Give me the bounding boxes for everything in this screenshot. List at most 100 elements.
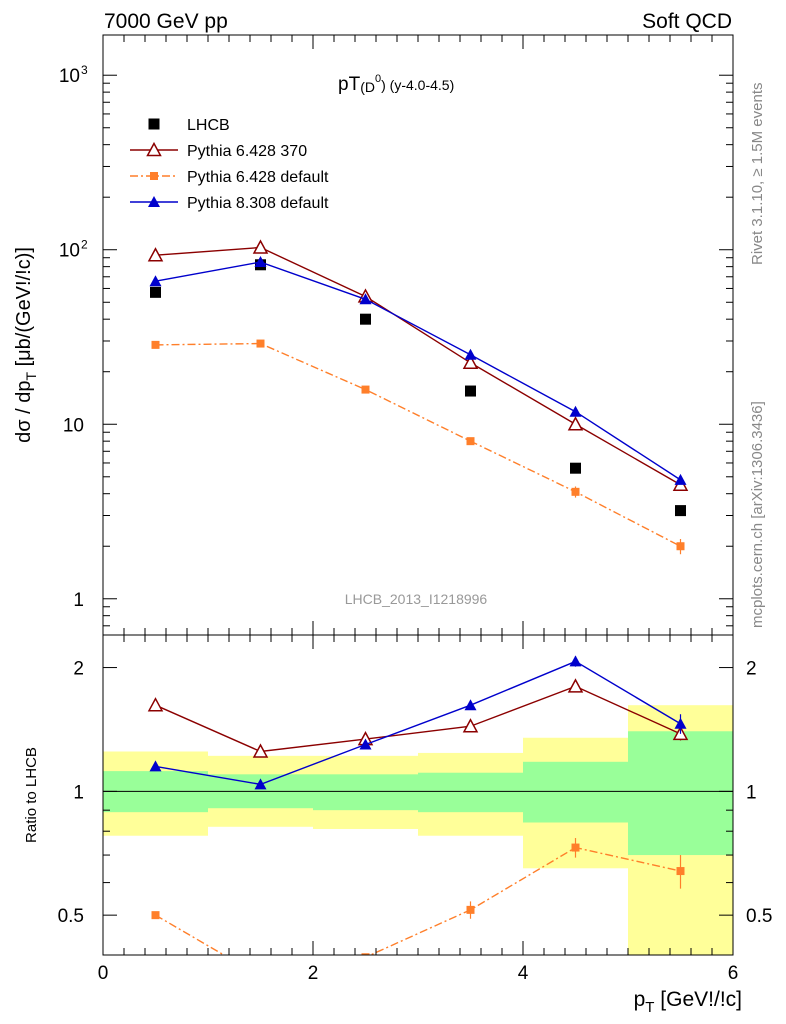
ratio-y-tick-label: 1 — [73, 782, 84, 803]
y-tick-label: 10 — [59, 66, 80, 87]
legend-item: LHCB — [148, 117, 230, 134]
legend: LHCB Pythia 6.428 370 Pythia 6.428 default… — [130, 117, 329, 212]
data-point — [151, 340, 160, 349]
ratio-y-tick-label: 0.5 — [58, 906, 84, 927]
legend-label: Pythia 8.308 default — [187, 195, 329, 212]
data-point — [466, 437, 475, 446]
legend-label: Pythia 6.428 370 — [187, 143, 307, 160]
main-title-close: ) — [381, 77, 386, 93]
x-tick-label: 2 — [308, 963, 319, 984]
series-pythia-6-428-default — [151, 838, 685, 980]
data-point — [464, 348, 477, 360]
legend-item: Pythia 6.428 default — [130, 169, 329, 186]
series-pythia-6-428-370 — [147, 239, 689, 492]
x-axis-label-tail: [GeV!/!c] — [654, 988, 742, 1011]
main-title: pT(D0) (y-4.0-4.5) — [338, 73, 454, 95]
stat-uncertainty-band — [628, 731, 733, 856]
x-axis-label-main: p — [634, 988, 646, 1011]
main-title-sup: 0 — [375, 73, 381, 85]
series-line — [155, 246, 681, 486]
main-y-axis-label: dσ / dpT [μb/(GeV!/!c)] — [13, 247, 39, 443]
data-point — [151, 911, 160, 920]
main-title-sub: (D — [360, 79, 375, 95]
series-lhcb — [150, 259, 686, 517]
series-line — [155, 660, 681, 786]
ratio-y-tick-label-right: 0.5 — [746, 906, 772, 927]
data-point — [570, 462, 581, 474]
data-point — [254, 256, 267, 268]
ratio-panel: 0.5 0.5 1 1 2 2 0 2 4 6 — [58, 634, 772, 984]
series-pythia-6-428-default — [151, 339, 685, 555]
uncertainty-bands — [103, 705, 733, 955]
data-point — [149, 760, 162, 772]
data-point — [359, 738, 372, 750]
data-point — [674, 473, 687, 485]
x-tick-label: 4 — [518, 963, 529, 984]
series-pythia-8-308-default — [149, 256, 687, 485]
stat-uncertainty-band — [313, 774, 418, 811]
watermark: LHCB_2013_I1218996 — [345, 591, 488, 607]
data-point — [252, 239, 269, 254]
data-point — [569, 655, 582, 667]
data-point — [252, 743, 269, 758]
series-line — [155, 846, 681, 955]
y-tick-label: 1 — [73, 590, 84, 611]
data-point — [675, 505, 686, 517]
legend-item: Pythia 6.428 370 — [130, 141, 307, 160]
data-point — [257, 972, 265, 980]
legend-label: LHCB — [187, 117, 230, 134]
data-point — [147, 247, 164, 262]
main-y-axis-label-sub: T — [23, 372, 39, 381]
stat-uncertainty-band — [523, 761, 628, 823]
main-y-axis-label-tail: [μb/(GeV!/!c)] — [13, 247, 35, 372]
y-tick-label-exponent: 3 — [81, 63, 88, 77]
data-point — [567, 678, 584, 693]
series-line — [155, 342, 681, 547]
legend-marker — [148, 196, 160, 207]
data-point — [256, 339, 265, 348]
y-tick-label: 10 — [59, 241, 80, 262]
series-line — [155, 261, 681, 481]
legend-marker — [150, 172, 158, 180]
data-point — [567, 416, 584, 431]
stat-uncertainty-band — [418, 772, 523, 813]
main-title-tail: (y-4.0-4.5) — [386, 77, 454, 93]
series-pythia-8-308-default — [149, 655, 687, 790]
y-tick-label: 10 — [63, 415, 84, 436]
data-point — [571, 487, 580, 496]
legend-item: Pythia 8.308 default — [130, 195, 329, 212]
data-point — [676, 867, 685, 876]
data-point — [571, 843, 580, 852]
data-point — [464, 699, 477, 711]
series-line — [155, 685, 681, 753]
main-title-main: pT — [338, 74, 361, 95]
x-tick-label: 0 — [98, 963, 109, 984]
legend-label: Pythia 6.428 default — [187, 169, 329, 186]
data-point — [149, 275, 162, 287]
data-point — [466, 905, 475, 914]
main-y-axis-label-main: dσ / dp — [13, 381, 35, 443]
data-point — [361, 385, 370, 394]
header-right: Soft QCD — [642, 10, 732, 33]
data-point — [150, 286, 161, 298]
x-axis-label: pT [GeV!/!c] — [634, 988, 742, 1016]
data-point — [462, 354, 479, 370]
data-point — [569, 405, 582, 417]
data-point — [361, 953, 370, 955]
x-axis-label-sub: T — [645, 999, 654, 1016]
ratio-y-tick-label-right: 2 — [746, 659, 757, 680]
data-point — [359, 293, 372, 305]
y-tick-label-exponent: 2 — [81, 238, 88, 252]
legend-marker — [148, 118, 160, 130]
data-point — [254, 778, 267, 790]
ratio-y-axis-label: Ratio to LHCB — [23, 747, 40, 843]
header-left: 7000 GeV pp — [104, 10, 228, 33]
legend-marker — [146, 141, 162, 157]
source-label: mcplots.cern.ch [arXiv:1306.3436] — [749, 401, 766, 628]
ratio-y-tick-label-right: 1 — [746, 782, 757, 803]
data-point — [462, 718, 479, 733]
data-point — [465, 385, 476, 397]
data-point — [147, 697, 164, 712]
